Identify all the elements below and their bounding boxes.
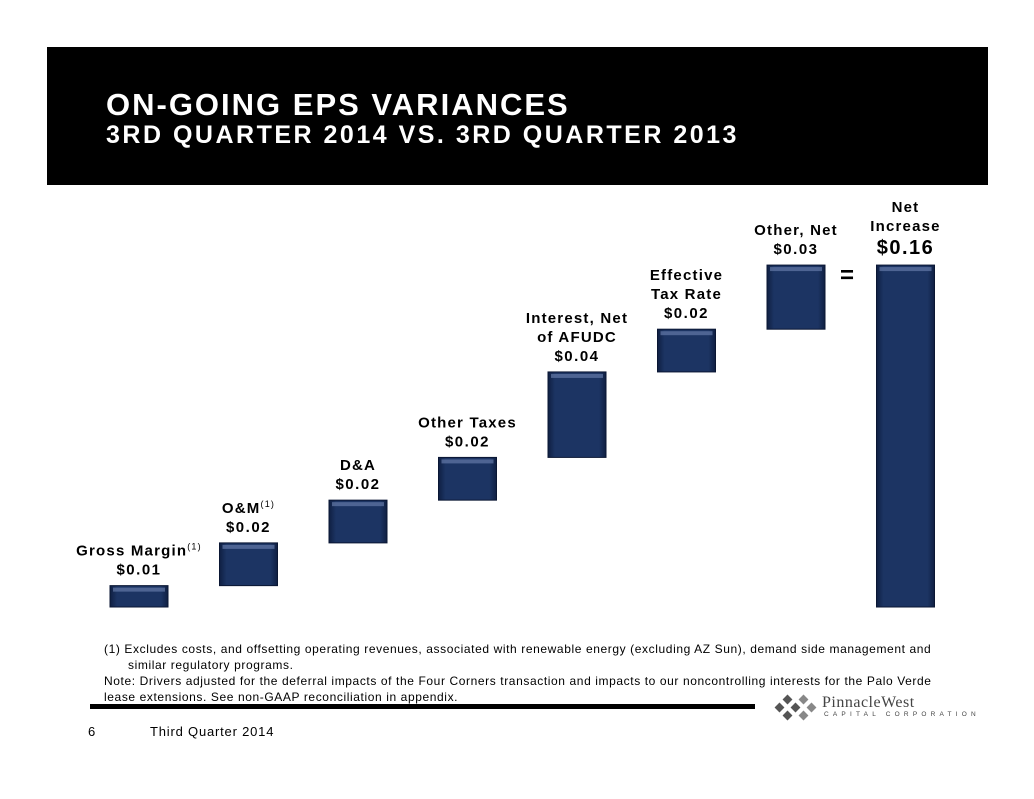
footer-text: Third Quarter 2014 (150, 724, 275, 739)
value-label-effective-tax-rate: $0.02 (664, 305, 709, 322)
footnote-marker: (1) (187, 542, 202, 552)
category-label-d-a: D&A (340, 457, 376, 474)
bar-net-increase (876, 264, 935, 608)
footnote-1: (1) Excludes costs, and offsetting opera… (104, 642, 932, 672)
logo-tagline: CAPITAL CORPORATION (824, 711, 980, 718)
footnote-marker: (1) (261, 499, 276, 509)
bar-highlight (332, 502, 384, 507)
company-logo: PinnacleWest CAPITAL CORPORATION (770, 692, 976, 722)
value-label-other-net: $0.03 (773, 241, 818, 258)
value-label-other-taxes: $0.02 (445, 433, 490, 450)
diamond-logo-icon (774, 694, 817, 721)
category-label-effective-tax-rate: Effective (650, 267, 723, 284)
bar-other-net (766, 264, 826, 330)
bar-highlight (660, 331, 713, 336)
bar-interest-net-of-afudc (547, 371, 607, 458)
bar-highlight (551, 373, 603, 378)
footer-divider (90, 704, 755, 709)
equals-sign: = (840, 262, 854, 289)
bar-d-a (328, 499, 388, 544)
category-label-effective-tax-rate: Tax Rate (651, 286, 722, 303)
category-label-other-taxes: Other Taxes (418, 414, 517, 431)
bar-o-m (219, 542, 278, 587)
bar-highlight (441, 459, 494, 464)
logo-name: PinnacleWest (822, 694, 915, 711)
value-label-net-increase: $0.16 (877, 237, 935, 259)
waterfall-chart: $0.01 Gross Margin(1) $0.02 O&M(1) $0.02 D&A $… (76, 199, 940, 608)
bar-effective-tax-rate (657, 328, 716, 373)
category-label-o-m: O&M(1) (222, 499, 275, 517)
category-label-interest-net-of-afudc: of AFUDC (537, 329, 617, 346)
value-label-o-m: $0.02 (226, 519, 271, 536)
page-subtitle: 3RD QUARTER 2014 VS. 3RD QUARTER 2013 (106, 121, 739, 149)
bar-highlight (113, 587, 165, 592)
footnotes: (1) Excludes costs, and offsetting opera… (104, 641, 954, 705)
page-number: 6 (88, 724, 96, 739)
category-label-other-net: Other, Net (754, 222, 838, 239)
value-label-gross-margin: $0.01 (116, 562, 161, 579)
page-title: ON-GOING EPS VARIANCES (106, 87, 570, 122)
value-label-interest-net-of-afudc: $0.04 (554, 348, 599, 365)
category-label-gross-margin: Gross Margin(1) (76, 542, 202, 560)
bar-highlight (879, 267, 932, 272)
footnote-note: Note: Drivers adjusted for the deferral … (104, 674, 932, 704)
bar-highlight (770, 267, 822, 272)
category-label-interest-net-of-afudc: Interest, Net (526, 310, 628, 327)
bar-highlight (222, 544, 275, 549)
category-label-net-increase: Net (892, 199, 920, 216)
value-label-d-a: $0.02 (335, 476, 380, 493)
bar-other-taxes (438, 456, 497, 501)
category-label-net-increase: Increase (870, 218, 940, 235)
title-banner: ON-GOING EPS VARIANCES 3RD QUARTER 2014 … (47, 47, 988, 185)
